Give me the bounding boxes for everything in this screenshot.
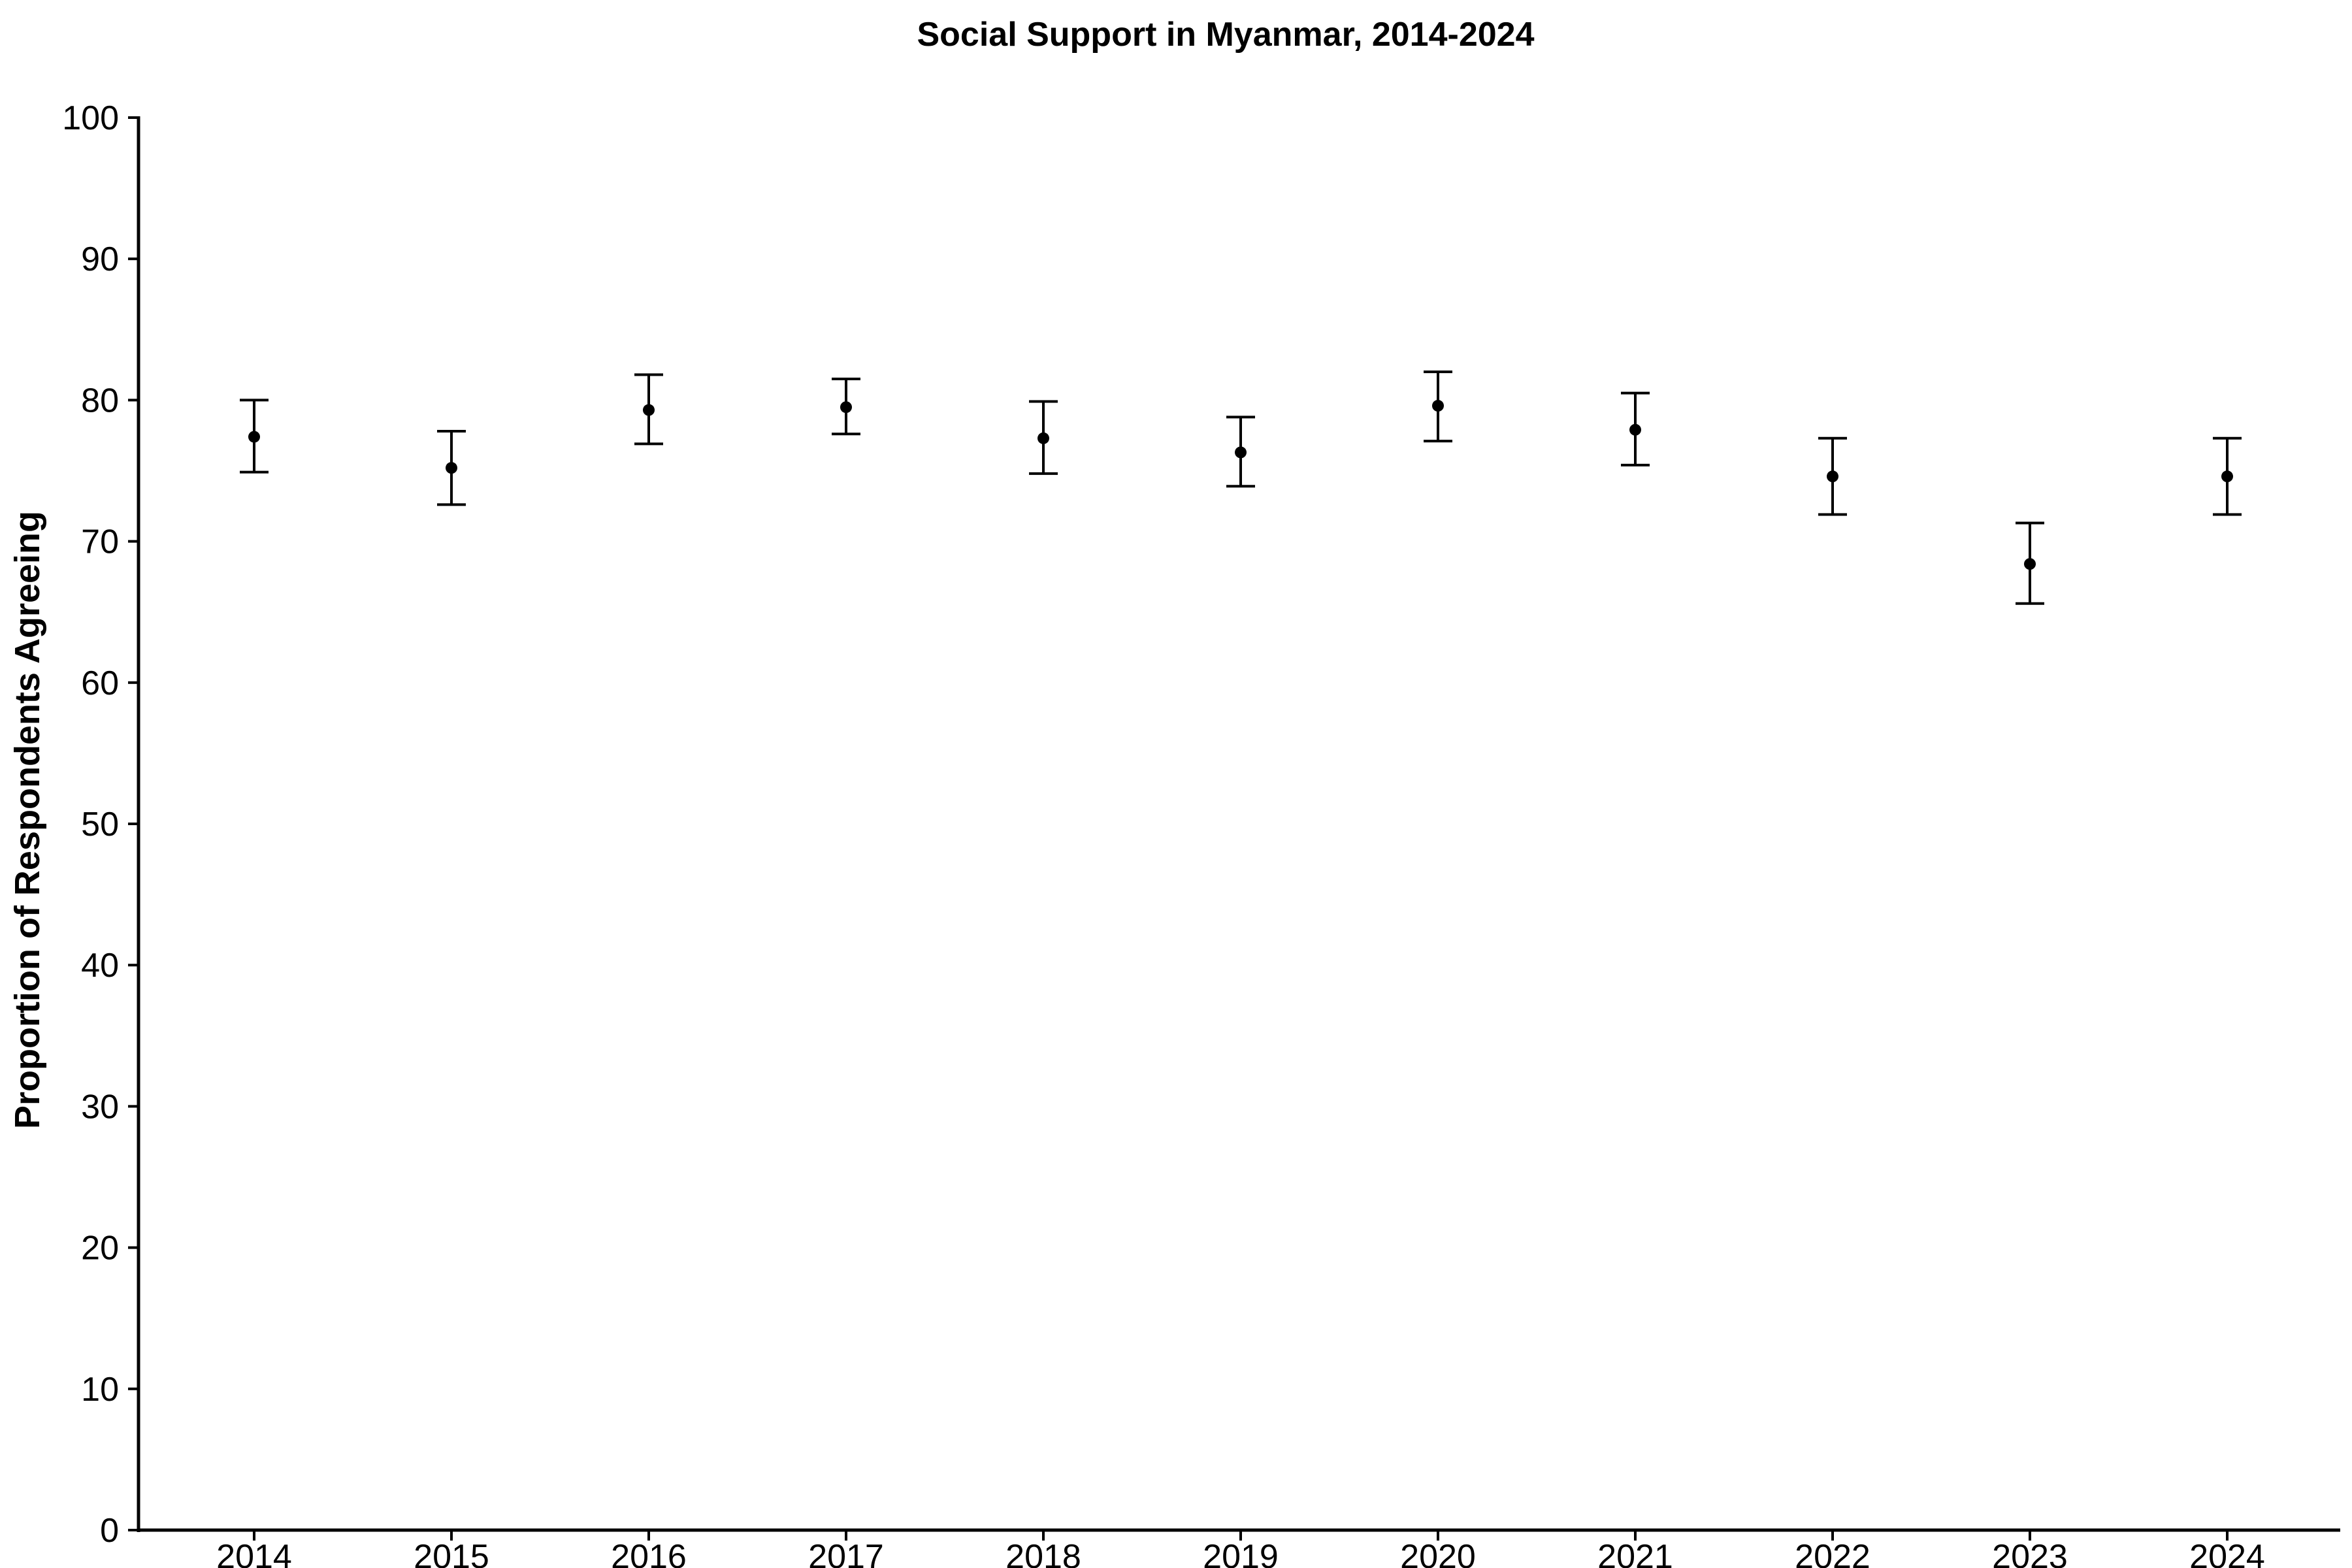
y-tick-label: 100 — [62, 99, 119, 137]
x-tick-label: 2019 — [1203, 1538, 1279, 1568]
y-axis-label: Proportion of Respondents Agreeing — [8, 511, 47, 1129]
data-point — [446, 462, 457, 474]
error-bar-point-2019 — [1226, 416, 1255, 488]
data-point — [1629, 423, 1641, 436]
error-bar-point-2015 — [437, 429, 466, 506]
error-bar-point-2016 — [634, 373, 663, 446]
x-tick-label: 2021 — [1597, 1538, 1673, 1568]
data-point — [248, 431, 260, 443]
y-tick-label: 80 — [81, 382, 119, 419]
y-ticks: 0 10 20 30 40 50 60 70 80 90 100 — [62, 99, 139, 1550]
y-tick-label: 60 — [81, 664, 119, 702]
y-tick-label: 40 — [81, 947, 119, 985]
data-point — [1432, 400, 1444, 412]
error-bar-point-2017 — [832, 377, 860, 436]
data-point — [1235, 446, 1247, 459]
y-tick-label: 0 — [100, 1512, 119, 1550]
x-tick-label: 2018 — [1005, 1538, 1081, 1568]
y-tick-label: 50 — [81, 806, 119, 843]
y-tick-label: 20 — [81, 1230, 119, 1267]
data-points — [240, 370, 2242, 605]
x-tick-label: 2022 — [1795, 1538, 1870, 1568]
x-tick-label: 2017 — [808, 1538, 884, 1568]
data-point — [840, 401, 852, 414]
x-tick-label: 2020 — [1400, 1538, 1476, 1568]
y-tick-label: 90 — [81, 240, 119, 278]
data-point — [1037, 432, 1049, 444]
error-bar-point-2014 — [240, 399, 269, 474]
error-bar-point-2022 — [1818, 436, 1847, 516]
x-tick-label: 2014 — [216, 1538, 292, 1568]
error-bar-point-2020 — [1424, 370, 1452, 443]
y-tick-label: 30 — [81, 1088, 119, 1126]
y-tick-label: 70 — [81, 523, 119, 561]
x-tick-label: 2016 — [611, 1538, 687, 1568]
data-point — [1827, 470, 1838, 483]
data-point — [2024, 558, 2036, 570]
x-ticks: 2014 2015 2016 2017 2018 2019 2020 2021 2022 2023… — [216, 1530, 2265, 1568]
error-bar-point-2018 — [1029, 400, 1058, 475]
x-tick-label: 2024 — [2189, 1538, 2265, 1568]
x-tick-label: 2023 — [1992, 1538, 2068, 1568]
data-point — [2221, 470, 2233, 483]
error-bar-point-2024 — [2213, 436, 2242, 516]
y-tick-label: 10 — [81, 1371, 119, 1409]
data-point — [643, 404, 655, 416]
error-bar-point-2021 — [1621, 391, 1650, 466]
x-tick-label: 2015 — [414, 1538, 489, 1568]
chart-title: Social Support in Myanmar, 2014-2024 — [917, 16, 1534, 54]
error-bar-point-2023 — [2016, 521, 2044, 605]
